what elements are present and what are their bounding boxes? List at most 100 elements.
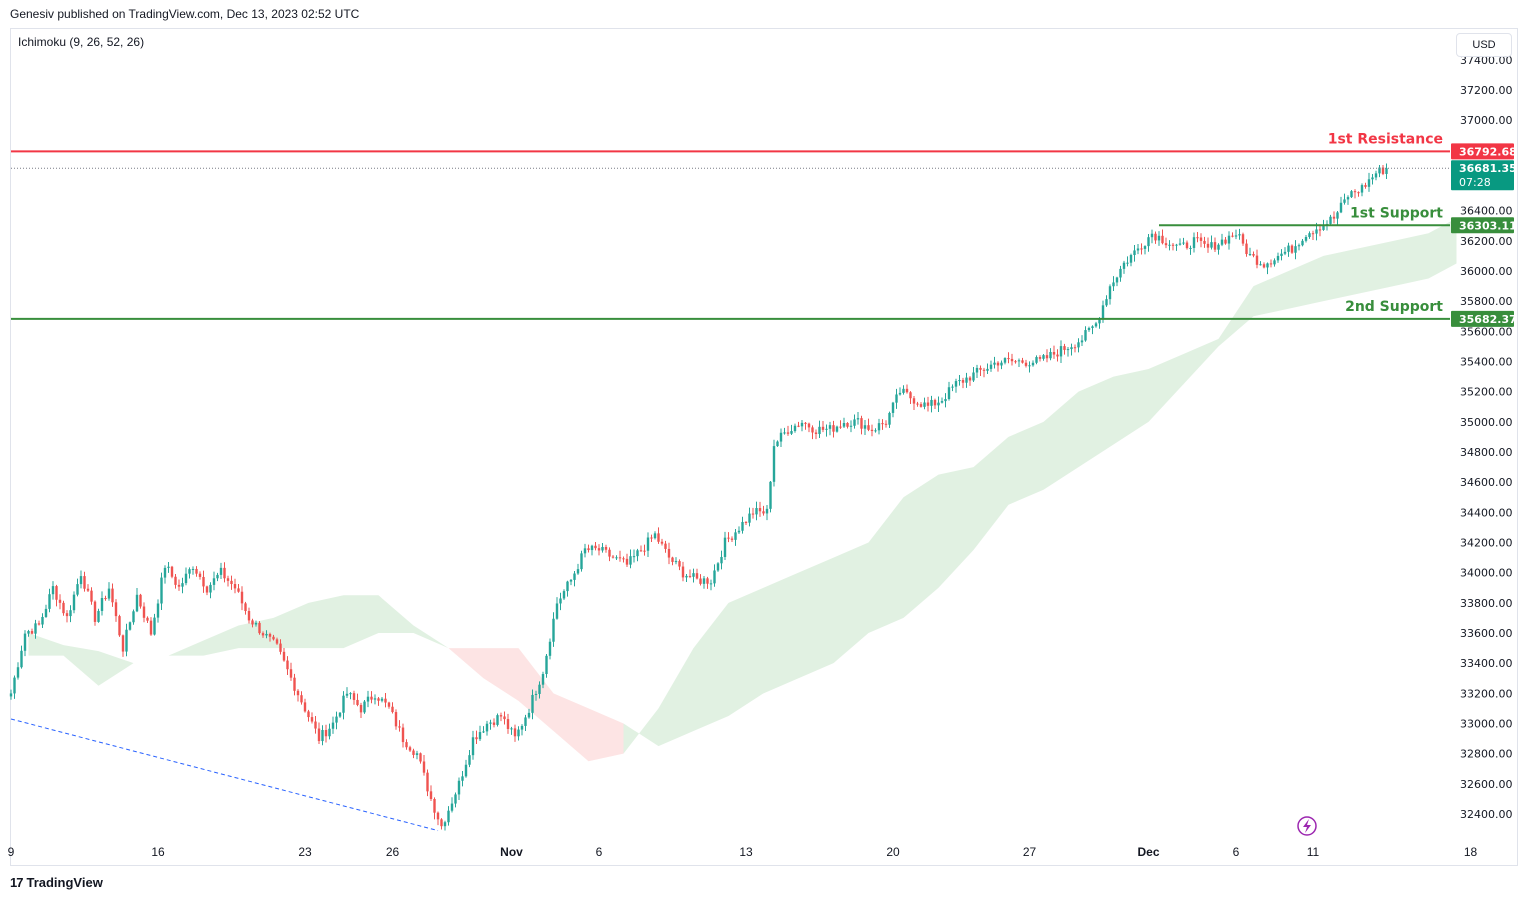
candle bbox=[1087, 326, 1091, 332]
candle bbox=[979, 365, 982, 377]
candle-body bbox=[44, 608, 48, 617]
candle-body bbox=[818, 426, 821, 435]
candle bbox=[877, 418, 881, 435]
candle-body bbox=[478, 732, 482, 740]
candle bbox=[1031, 360, 1035, 367]
level-price-tag: 35682.37 bbox=[1451, 310, 1517, 327]
candle-body bbox=[1276, 255, 1280, 261]
cloud-segment bbox=[28, 633, 64, 656]
lightning-icon[interactable] bbox=[1297, 816, 1317, 836]
candle bbox=[695, 568, 699, 580]
candle bbox=[387, 701, 391, 709]
candle-body bbox=[1269, 263, 1273, 265]
candle-body bbox=[1129, 255, 1133, 263]
candle bbox=[170, 565, 174, 579]
candle-body bbox=[1066, 349, 1070, 351]
candle-body bbox=[1031, 362, 1035, 366]
candle bbox=[30, 628, 34, 635]
candle bbox=[1269, 259, 1273, 268]
candle bbox=[937, 396, 940, 413]
candle-body bbox=[58, 599, 62, 603]
candle-body bbox=[363, 701, 366, 713]
candle bbox=[867, 418, 870, 432]
candle-body bbox=[702, 578, 706, 584]
cloud-segment bbox=[343, 595, 379, 649]
candle-body bbox=[590, 545, 594, 551]
candle bbox=[688, 569, 692, 579]
cloud-segment bbox=[238, 617, 274, 649]
candle bbox=[429, 785, 433, 802]
candle-body bbox=[422, 761, 426, 773]
candle-body bbox=[475, 737, 478, 740]
candle bbox=[625, 553, 629, 568]
candle-body bbox=[30, 631, 34, 634]
cloud-segment bbox=[1183, 338, 1219, 385]
candle bbox=[583, 543, 587, 558]
candle-body bbox=[520, 725, 524, 730]
candle bbox=[296, 689, 300, 702]
candle-body bbox=[751, 513, 755, 515]
candle bbox=[128, 621, 132, 631]
candle bbox=[415, 750, 419, 760]
candle-body bbox=[860, 418, 863, 429]
candle bbox=[489, 719, 492, 730]
x-axis: 9 16 23 26 Nov 6 13 20 27 Dec 6 11 18 bbox=[8, 816, 1477, 859]
candle-body bbox=[254, 622, 258, 625]
candle-body bbox=[331, 722, 335, 729]
candle bbox=[772, 439, 776, 487]
candle-body bbox=[835, 426, 839, 432]
candle-body bbox=[937, 402, 940, 406]
candle bbox=[1231, 232, 1234, 238]
cloud-segment bbox=[378, 595, 414, 633]
candle-body bbox=[793, 425, 797, 432]
candle-body bbox=[1108, 286, 1112, 300]
candle-body bbox=[1056, 354, 1059, 357]
candle-body bbox=[338, 712, 342, 717]
candle-body bbox=[461, 776, 464, 781]
cloud-segment bbox=[763, 572, 799, 694]
candle bbox=[692, 568, 695, 583]
candle bbox=[996, 361, 1000, 372]
candle bbox=[1311, 230, 1315, 241]
candle-body bbox=[790, 431, 793, 434]
candle-body bbox=[1255, 255, 1259, 265]
candle-body bbox=[842, 422, 846, 427]
candle-body bbox=[958, 380, 961, 382]
candle bbox=[205, 585, 209, 596]
candle-body bbox=[471, 737, 475, 756]
candle-body bbox=[713, 570, 716, 584]
candle-body bbox=[905, 388, 909, 393]
candle-body bbox=[1073, 347, 1077, 349]
x-tick-label: 16 bbox=[151, 845, 165, 859]
currency-selector[interactable]: USD bbox=[1456, 33, 1512, 57]
candle bbox=[1014, 360, 1017, 364]
candle-body bbox=[174, 576, 177, 585]
candle bbox=[1122, 260, 1126, 274]
candle bbox=[1206, 237, 1210, 253]
candle bbox=[457, 777, 461, 801]
candle-body bbox=[366, 696, 370, 702]
candle bbox=[184, 567, 188, 586]
candle-body bbox=[1014, 361, 1017, 363]
candle bbox=[541, 671, 545, 689]
candle bbox=[650, 534, 653, 543]
candle-body bbox=[83, 576, 86, 589]
candle-body bbox=[755, 508, 758, 515]
candle-body bbox=[653, 533, 657, 539]
candle bbox=[324, 724, 328, 743]
candle bbox=[604, 544, 608, 553]
indicator-legend[interactable]: Ichimoku (9, 26, 52, 26) bbox=[18, 35, 145, 49]
candle bbox=[447, 806, 450, 826]
candle-body bbox=[720, 556, 723, 564]
candle-body bbox=[1248, 253, 1252, 255]
candle-body bbox=[769, 481, 772, 509]
candle bbox=[391, 702, 394, 714]
candle-body bbox=[671, 557, 674, 562]
candle bbox=[1374, 170, 1378, 181]
tradingview-logo[interactable]: 17 TradingView bbox=[10, 875, 103, 890]
candle-body bbox=[482, 731, 485, 733]
candle-body bbox=[1021, 360, 1024, 363]
candle-body bbox=[1203, 240, 1206, 244]
candle-body bbox=[527, 712, 531, 718]
